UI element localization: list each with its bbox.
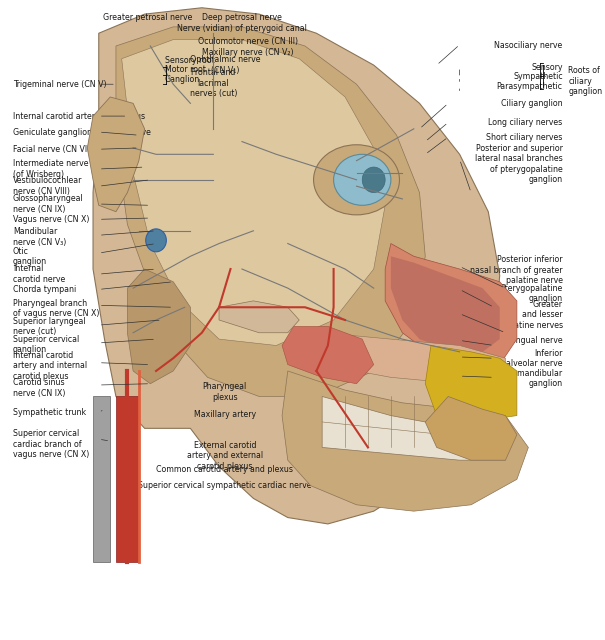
Polygon shape (219, 301, 299, 333)
Text: Posterior and superior
lateral nasal branches
of pterygopalatine
ganglion: Posterior and superior lateral nasal bra… (475, 144, 563, 184)
Polygon shape (93, 8, 500, 524)
Text: Common carotid artery and plexus: Common carotid artery and plexus (156, 465, 293, 474)
Text: Internal
carotid nerve: Internal carotid nerve (13, 264, 65, 284)
Text: Superior cervical sympathetic cardiac nerve: Superior cervical sympathetic cardiac ne… (138, 481, 312, 490)
Polygon shape (282, 326, 374, 384)
Text: Internal carotid artery and plexus: Internal carotid artery and plexus (13, 111, 145, 120)
Text: Geniculate ganglion of facial nerve: Geniculate ganglion of facial nerve (13, 127, 151, 136)
Text: Vestibulocochlear
nervе (CN VIII): Vestibulocochlear nervе (CN VIII) (13, 177, 82, 196)
Text: Chorda tympani: Chorda tympani (13, 285, 76, 294)
Text: Pharyngeal
plexus: Pharyngeal plexus (203, 383, 247, 402)
Text: Sympathetic trunk: Sympathetic trunk (13, 408, 86, 417)
Text: Glossopharyngeal
nerve (CN IX): Glossopharyngeal nerve (CN IX) (13, 195, 83, 214)
Text: Internal carotid
artery and internal
carotid plexus: Internal carotid artery and internal car… (13, 351, 87, 381)
Text: Facial nerve (CN VII): Facial nerve (CN VII) (13, 145, 92, 154)
Text: Long ciliary nerves: Long ciliary nerves (488, 118, 563, 127)
Ellipse shape (313, 145, 399, 215)
Text: Deep petrosal nerve: Deep petrosal nerve (202, 13, 282, 22)
Polygon shape (425, 346, 517, 422)
Polygon shape (322, 333, 505, 390)
Text: Pterygopalatine
ganglion: Pterygopalatine ganglion (500, 284, 563, 303)
Text: Vagus nerve (CN X): Vagus nerve (CN X) (13, 215, 89, 224)
Polygon shape (282, 371, 528, 511)
Polygon shape (116, 27, 425, 396)
Circle shape (146, 229, 166, 252)
Text: Nasociliary nerve: Nasociliary nerve (494, 42, 563, 51)
Text: Lingual nerve: Lingual nerve (509, 336, 563, 345)
Text: Sensory root: Sensory root (165, 56, 214, 65)
Text: Greater
and lesser
palatine nerves: Greater and lesser palatine nerves (502, 300, 563, 330)
Polygon shape (128, 269, 191, 384)
Text: Oculomotor nerve (CN III): Oculomotor nerve (CN III) (198, 37, 298, 46)
Text: Nerve (vidian) of pterygoid canal: Nerve (vidian) of pterygoid canal (177, 24, 307, 33)
Text: Greater petrosal nerve: Greater petrosal nerve (103, 13, 192, 22)
Text: Intermediate nerve
(of Wrisberg): Intermediate nerve (of Wrisberg) (13, 159, 88, 179)
Text: Motor root: Motor root (165, 65, 206, 74)
Text: Trigeminal nerve (CN V): Trigeminal nerve (CN V) (13, 80, 106, 89)
Text: Short ciliary nerves: Short ciliary nerves (486, 132, 563, 141)
Text: Carotid sinus
nerve (CN IX): Carotid sinus nerve (CN IX) (13, 378, 65, 398)
Text: Middle meningeal artery: Middle meningeal artery (286, 403, 382, 412)
Text: Submandibular
ganglion: Submandibular ganglion (503, 369, 563, 388)
Text: Superior cervical
cardiac branch of
vagus nerve (CN X): Superior cervical cardiac branch of vagu… (13, 429, 89, 459)
Text: Mandibular
nerve (CN V₃): Mandibular nerve (CN V₃) (13, 227, 66, 247)
Text: Otic
ganglion: Otic ganglion (13, 246, 47, 266)
Text: Roots of
ciliary
ganglion: Roots of ciliary ganglion (569, 66, 603, 96)
Text: Frontal and
lacrimal
nerves (cut): Frontal and lacrimal nerves (cut) (189, 68, 237, 99)
Text: Posterior inferior
nasal branch of greater
palatine nerve: Posterior inferior nasal branch of great… (470, 255, 563, 285)
Polygon shape (425, 396, 517, 460)
Text: Maxillary artery: Maxillary artery (194, 410, 256, 419)
Text: Sensory: Sensory (531, 63, 563, 72)
Polygon shape (391, 256, 500, 352)
Text: Sympathetic: Sympathetic (513, 72, 563, 81)
Text: Inferior
alveolar nerve: Inferior alveolar nerve (506, 349, 563, 368)
Text: Ophthalmic nerve
(CN V₁): Ophthalmic nerve (CN V₁) (189, 55, 260, 75)
Polygon shape (116, 396, 139, 562)
Text: Superior cervical
ganglion: Superior cervical ganglion (13, 335, 79, 354)
Text: Ciliary ganglion: Ciliary ganglion (501, 99, 563, 108)
Polygon shape (385, 244, 517, 371)
Polygon shape (122, 40, 385, 346)
Polygon shape (93, 396, 110, 562)
Text: Pharyngeal branch
of vagus nerve (CN X): Pharyngeal branch of vagus nerve (CN X) (13, 299, 99, 318)
Ellipse shape (362, 167, 385, 193)
Text: External carotid
artery and external
carotid plexus: External carotid artery and external car… (187, 441, 263, 471)
Polygon shape (87, 97, 145, 212)
Text: Superior laryngeal
nerve (cut): Superior laryngeal nerve (cut) (13, 317, 85, 336)
Text: Facial artery: Facial artery (309, 422, 358, 431)
Text: Parasympathetic: Parasympathetic (497, 82, 563, 91)
Text: Maxillary nerve (CN V₂): Maxillary nerve (CN V₂) (202, 49, 293, 58)
Polygon shape (322, 396, 505, 460)
Ellipse shape (333, 154, 391, 205)
Text: Ganglion: Ganglion (165, 75, 200, 84)
